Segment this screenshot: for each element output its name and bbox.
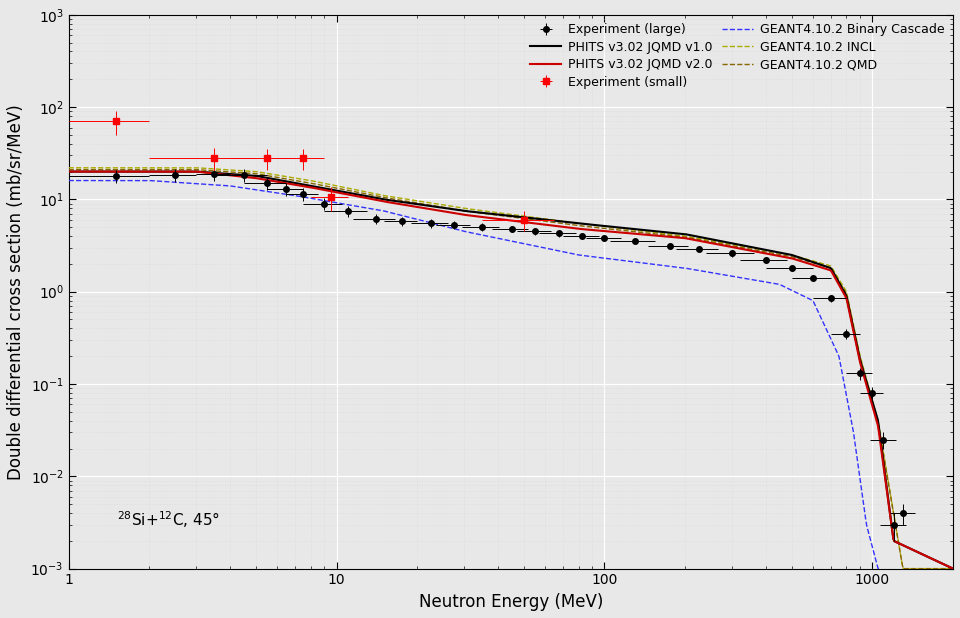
PHITS v3.02 JQMD v1.0 [825,264,836,271]
PHITS v3.02 JQMD v2.0 [63,168,75,176]
GEANT4.10.2 INCL [948,565,959,572]
GEANT4.10.2 QMD [733,243,745,251]
PHITS v3.02 JQMD v1.0 [626,225,637,232]
GEANT4.10.2 Binary Cascade [117,177,129,184]
GEANT4.10.2 INCL [626,226,637,234]
GEANT4.10.2 Binary Cascade [825,334,836,341]
GEANT4.10.2 INCL [898,565,909,572]
PHITS v3.02 JQMD v2.0 [626,230,637,237]
GEANT4.10.2 INCL [577,220,588,227]
GEANT4.10.2 Binary Cascade [626,258,637,265]
X-axis label: Neutron Energy (MeV): Neutron Energy (MeV) [419,593,603,611]
Y-axis label: Double differential cross section (mb/sr/MeV): Double differential cross section (mb/sr… [7,104,25,480]
GEANT4.10.2 Binary Cascade [733,274,745,281]
GEANT4.10.2 QMD [63,166,75,173]
GEANT4.10.2 Binary Cascade [948,565,959,572]
Legend: Experiment (large), PHITS v3.02 JQMD v1.0, PHITS v3.02 JQMD v2.0, Experiment (sm: Experiment (large), PHITS v3.02 JQMD v1.… [528,21,947,91]
PHITS v3.02 JQMD v2.0 [948,565,959,572]
PHITS v3.02 JQMD v1.0 [948,565,959,572]
PHITS v3.02 JQMD v1.0 [117,168,129,176]
Line: PHITS v3.02 JQMD v1.0: PHITS v3.02 JQMD v1.0 [69,172,953,569]
Line: GEANT4.10.2 Binary Cascade: GEANT4.10.2 Binary Cascade [69,180,953,596]
Text: $^{28}$Si+$^{12}$C, 45°: $^{28}$Si+$^{12}$C, 45° [117,509,221,530]
Line: PHITS v3.02 JQMD v2.0: PHITS v3.02 JQMD v2.0 [69,172,953,569]
PHITS v3.02 JQMD v2.0 [600,227,612,235]
GEANT4.10.2 Binary Cascade [889,593,900,600]
PHITS v3.02 JQMD v2.0 [117,168,129,176]
GEANT4.10.2 INCL [63,164,75,171]
GEANT4.10.2 QMD [825,265,836,272]
GEANT4.10.2 QMD [898,565,909,572]
PHITS v3.02 JQMD v1.0 [577,220,588,227]
Line: GEANT4.10.2 INCL: GEANT4.10.2 INCL [69,167,953,569]
GEANT4.10.2 Binary Cascade [600,255,612,262]
PHITS v3.02 JQMD v2.0 [825,266,836,274]
GEANT4.10.2 QMD [577,222,588,230]
GEANT4.10.2 QMD [117,166,129,173]
PHITS v3.02 JQMD v1.0 [600,222,612,230]
GEANT4.10.2 INCL [117,164,129,171]
GEANT4.10.2 Binary Cascade [63,177,75,184]
GEANT4.10.2 QMD [626,227,637,235]
PHITS v3.02 JQMD v2.0 [733,245,745,252]
GEANT4.10.2 Binary Cascade [577,252,588,259]
PHITS v3.02 JQMD v1.0 [733,241,745,248]
PHITS v3.02 JQMD v2.0 [577,226,588,233]
GEANT4.10.2 QMD [600,225,612,232]
PHITS v3.02 JQMD v1.0 [63,168,75,176]
GEANT4.10.2 INCL [600,223,612,231]
GEANT4.10.2 INCL [733,242,745,250]
Line: GEANT4.10.2 QMD: GEANT4.10.2 QMD [69,169,953,569]
GEANT4.10.2 INCL [825,262,836,269]
GEANT4.10.2 QMD [948,565,959,572]
